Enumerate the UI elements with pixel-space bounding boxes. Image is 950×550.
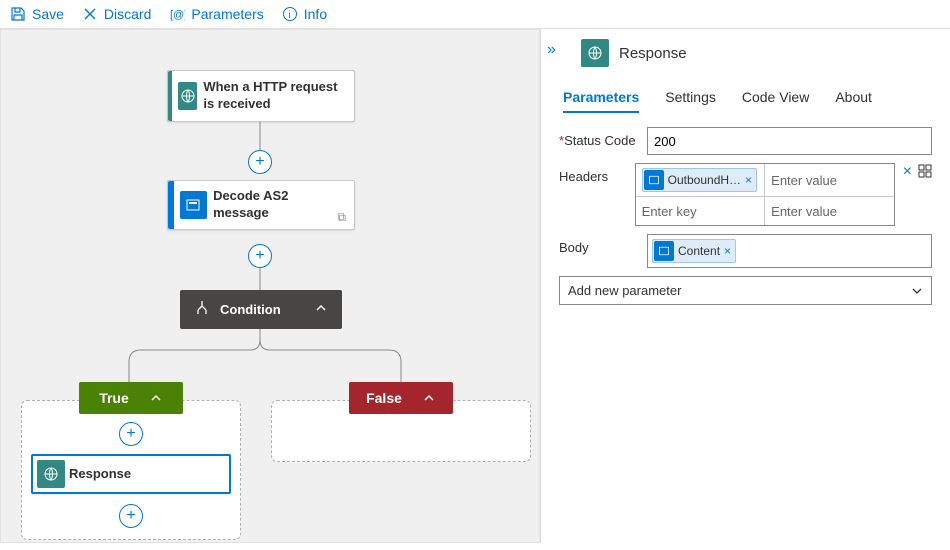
main: When a HTTP request is received + Decode… — [0, 29, 950, 543]
panel-header: Response — [581, 39, 932, 67]
chevron-up-icon — [422, 391, 436, 405]
header-value-cell[interactable]: Enter value — [764, 164, 894, 196]
chevron-up-icon[interactable] — [314, 301, 328, 318]
add-step-button[interactable]: + — [248, 244, 272, 268]
status-code-input[interactable] — [647, 127, 932, 155]
http-icon — [178, 82, 197, 110]
add-parameter-label: Add new parameter — [568, 283, 681, 298]
tab-codeview[interactable]: Code View — [742, 83, 809, 113]
add-step-button[interactable]: + — [248, 150, 272, 174]
token-icon — [654, 241, 674, 261]
parameters-label: Parameters — [191, 6, 263, 22]
designer-canvas[interactable]: When a HTTP request is received + Decode… — [0, 29, 540, 543]
status-code-label: *Status Code — [559, 127, 647, 148]
panel-tabs: Parameters Settings Code View About — [563, 83, 932, 113]
response-icon — [37, 460, 65, 488]
token-icon — [644, 170, 664, 190]
tab-about[interactable]: About — [835, 83, 872, 113]
headers-label: Headers — [559, 163, 635, 184]
response-node[interactable]: Response — [31, 454, 231, 494]
response-icon — [581, 39, 609, 67]
false-branch-header[interactable]: False — [349, 382, 453, 414]
token-remove-button[interactable]: × — [745, 173, 752, 187]
trigger-label: When a HTTP request is received — [203, 71, 354, 121]
save-button[interactable]: Save — [10, 6, 64, 22]
response-label: Response — [69, 458, 141, 491]
tab-settings[interactable]: Settings — [665, 83, 716, 113]
info-button[interactable]: i Info — [282, 6, 327, 22]
toggle-view-button[interactable] — [918, 164, 932, 181]
parameters-icon: [@] — [169, 6, 185, 22]
save-label: Save — [32, 6, 64, 22]
status-code-row: *Status Code — [559, 127, 932, 155]
node-accent — [168, 181, 174, 229]
header-value-cell[interactable]: Enter value — [764, 197, 894, 225]
header-key-token[interactable]: OutboundH… × — [642, 168, 757, 192]
node-accent — [168, 71, 172, 121]
save-icon — [10, 6, 26, 22]
clear-header-button[interactable]: × — [903, 163, 912, 181]
headers-table: OutboundH… × Enter value Enter key Enter… — [635, 163, 895, 226]
chevron-down-icon — [911, 285, 923, 297]
true-label: True — [99, 390, 129, 406]
true-branch-header[interactable]: True — [79, 382, 183, 414]
svg-text:i: i — [288, 10, 290, 21]
toolbar: Save Discard [@] Parameters i Info — [0, 0, 950, 29]
discard-icon — [82, 6, 98, 22]
panel-title: Response — [619, 45, 687, 62]
add-parameter-dropdown[interactable]: Add new parameter — [559, 276, 932, 305]
false-label: False — [366, 390, 402, 406]
discard-button[interactable]: Discard — [82, 6, 151, 22]
info-label: Info — [304, 6, 327, 22]
condition-label: Condition — [220, 302, 281, 317]
token-remove-button[interactable]: × — [724, 244, 731, 258]
header-key-cell[interactable]: Enter key — [636, 197, 765, 225]
decode-label: Decode AS2 message — [213, 180, 354, 230]
trigger-node[interactable]: When a HTTP request is received — [167, 70, 355, 122]
chevron-up-icon — [149, 391, 163, 405]
add-step-button[interactable]: + — [119, 422, 143, 446]
body-row: Body Content × — [559, 234, 932, 268]
body-token[interactable]: Content × — [652, 239, 736, 263]
decode-icon — [180, 191, 207, 219]
body-input[interactable]: Content × — [647, 234, 932, 268]
header-key-cell[interactable]: OutboundH… × — [636, 164, 765, 196]
svg-text:[@]: [@] — [170, 9, 185, 21]
decode-node[interactable]: Decode AS2 message ⧉ — [167, 180, 355, 230]
body-label: Body — [559, 234, 647, 255]
link-icon: ⧉ — [337, 210, 346, 225]
condition-icon — [194, 300, 210, 319]
headers-row: Headers OutboundH… × — [559, 163, 932, 226]
properties-panel: » Response Parameters Settings Code View… — [540, 29, 950, 543]
info-icon: i — [282, 6, 298, 22]
discard-label: Discard — [104, 6, 151, 22]
condition-node[interactable]: Condition — [180, 290, 342, 329]
collapse-panel-button[interactable]: » — [547, 41, 556, 59]
tab-parameters[interactable]: Parameters — [563, 83, 639, 113]
add-step-button[interactable]: + — [119, 504, 143, 528]
parameters-button[interactable]: [@] Parameters — [169, 6, 263, 22]
